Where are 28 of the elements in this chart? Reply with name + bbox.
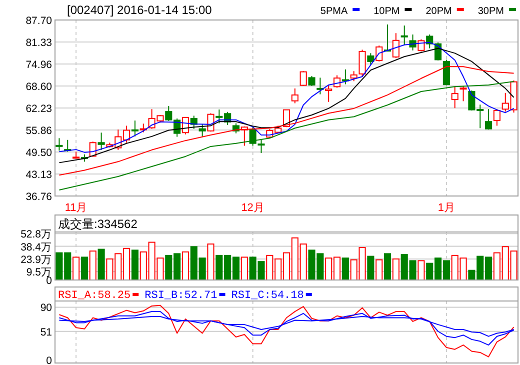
- y-tick-label: 81.33: [26, 37, 52, 50]
- chart-title: 成交量:334562: [58, 217, 138, 231]
- legend-label: 20PM: [426, 6, 452, 17]
- chart-title: [002407] 2016-01-14 15:00: [67, 3, 212, 17]
- legend-label: RSI_C:54.18: [231, 290, 304, 302]
- y-tick-label: 74.96: [26, 59, 52, 72]
- legend-label: 5PMA: [320, 6, 348, 17]
- legend-label: 30PM: [478, 6, 504, 17]
- y-tick-label: 0: [46, 275, 52, 287]
- y-tick-label: 23.9万: [20, 254, 52, 266]
- y-tick-label: 36.76: [26, 191, 52, 203]
- legend-label: 10PM: [374, 6, 400, 17]
- y-tick-label: 43.13: [26, 168, 52, 181]
- y-tick-label: 68.60: [26, 80, 52, 93]
- y-tick-label: 49.50: [26, 146, 52, 159]
- y-tick-label: 55.86: [26, 125, 52, 138]
- x-tick-label: 11月: [64, 202, 88, 214]
- y-tick-label: 90: [40, 302, 52, 314]
- y-tick-label: 52.8万: [20, 228, 52, 241]
- legend-label: RSI_A:58.25: [58, 290, 131, 302]
- y-tick-label: 87.70: [26, 15, 52, 27]
- y-tick-label: 0: [46, 355, 52, 365]
- legend-label: RSI_B:52.71: [144, 290, 218, 302]
- x-tick-label: 1月: [438, 202, 456, 214]
- y-tick-label: 62.23: [26, 103, 52, 115]
- y-tick-label: 38.4万: [20, 241, 52, 254]
- x-tick-label: 12月: [241, 202, 264, 214]
- y-tick-label: 51: [40, 326, 52, 338]
